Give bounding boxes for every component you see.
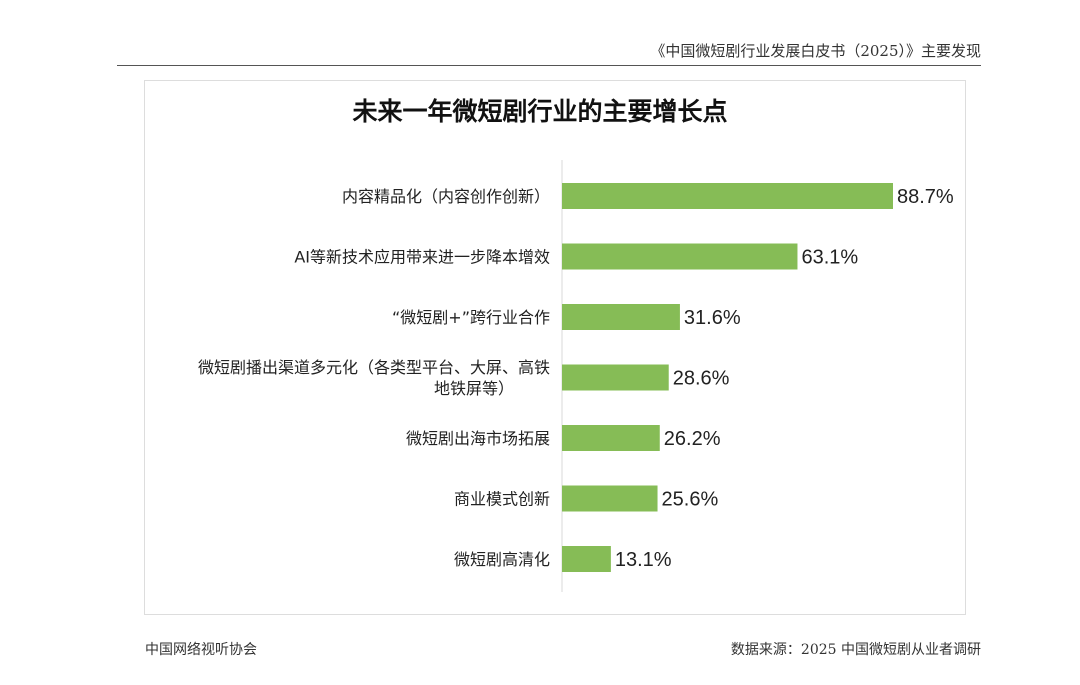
bar bbox=[562, 364, 669, 391]
category-label: 内容精品化（内容创作创新） bbox=[342, 187, 550, 206]
bar bbox=[562, 243, 798, 270]
category-label: 微短剧播出渠道多元化（各类型平台、大屏、高铁 bbox=[198, 358, 550, 377]
data-label: 25.6% bbox=[662, 489, 719, 511]
data-label: 63.1% bbox=[801, 247, 858, 269]
report-header: 《中国微短剧行业发展白皮书（2025）》主要发现 bbox=[650, 42, 981, 60]
header-divider bbox=[117, 65, 981, 66]
bar bbox=[562, 485, 658, 512]
footer-organization: 中国网络视听协会 bbox=[145, 642, 257, 658]
category-label: 微短剧出海市场拓展 bbox=[406, 429, 550, 448]
category-label: 微短剧高清化 bbox=[454, 550, 550, 569]
category-label: 商业模式创新 bbox=[454, 490, 550, 509]
data-label: 26.2% bbox=[664, 428, 721, 450]
category-label: AI等新技术应用带来进一步降本增效 bbox=[294, 248, 550, 267]
data-label: 13.1% bbox=[615, 549, 672, 571]
data-label: 31.6% bbox=[684, 307, 741, 329]
footer-source: 数据来源：2025 中国微短剧从业者调研 bbox=[730, 642, 981, 658]
category-label: 地铁屏等） bbox=[434, 379, 514, 398]
category-label: “微短剧+”跨行业合作 bbox=[392, 308, 550, 327]
bar bbox=[562, 546, 611, 572]
chart-title: 未来一年微短剧行业的主要增长点 bbox=[352, 97, 728, 126]
data-label: 88.7% bbox=[897, 186, 954, 208]
data-label: 28.6% bbox=[673, 368, 730, 390]
bar bbox=[562, 304, 680, 330]
chart-frame bbox=[144, 80, 966, 615]
bar bbox=[562, 425, 660, 451]
bar bbox=[562, 183, 893, 209]
